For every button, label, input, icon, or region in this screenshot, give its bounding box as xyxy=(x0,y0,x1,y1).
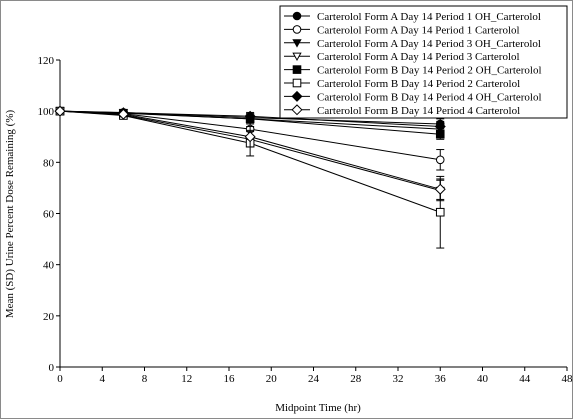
y-tick-label: 100 xyxy=(38,106,55,118)
legend-marker xyxy=(292,52,302,62)
legend-marker xyxy=(292,78,302,88)
legend-marker xyxy=(291,90,303,102)
series-line xyxy=(59,110,441,128)
series-line xyxy=(59,110,441,190)
y-tick-label: 20 xyxy=(43,311,55,323)
x-tick-label: 8 xyxy=(142,373,148,385)
legend-marker xyxy=(292,25,302,34)
legend-box xyxy=(279,5,568,119)
x-tick-label: 48 xyxy=(562,373,573,385)
legend-label: Carterolol Form A Day 14 Period 3 OH_Car… xyxy=(317,38,541,50)
y-tick-label: 80 xyxy=(43,157,55,169)
series-group xyxy=(54,105,446,200)
legend-label: Carterolol Form A Day 14 Period 1 Carter… xyxy=(317,24,520,36)
data-point xyxy=(244,110,256,122)
x-tick-label: 24 xyxy=(308,373,320,385)
data-point xyxy=(117,108,129,120)
x-tick-label: 44 xyxy=(519,373,531,385)
data-point xyxy=(435,207,445,217)
data-point xyxy=(435,155,445,165)
data-point xyxy=(244,131,256,143)
y-tick-label: 60 xyxy=(43,209,55,221)
x-tick-label: 0 xyxy=(57,373,63,385)
x-axis-title: Midpoint Time (hr) xyxy=(275,402,361,414)
data-point xyxy=(434,121,446,133)
y-axis-title: Mean (SD) Urine Percent Dose Remaining (… xyxy=(4,110,16,319)
y-tick-label: 120 xyxy=(38,55,55,67)
legend-marker xyxy=(292,11,302,21)
legend-label: Carterolol Form B Day 14 Period 2 OH_Car… xyxy=(317,65,542,77)
x-tick-label: 4 xyxy=(100,373,106,385)
x-tick-label: 28 xyxy=(350,373,362,385)
legend-marker xyxy=(292,65,302,74)
x-tick-label: 16 xyxy=(224,373,236,385)
x-tick-label: 20 xyxy=(266,373,278,385)
y-tick-label: 0 xyxy=(49,362,55,374)
x-tick-label: 32 xyxy=(393,373,404,385)
x-tick-label: 40 xyxy=(477,373,489,385)
series-layer xyxy=(54,105,446,249)
legend-label: Carterolol Form B Day 14 Period 2 Carter… xyxy=(317,78,520,90)
legend: Carterolol Form A Day 14 Period 1 OH_Car… xyxy=(279,5,568,119)
legend-marker xyxy=(291,104,303,116)
data-point xyxy=(434,183,446,195)
y-tick-label: 40 xyxy=(43,260,55,272)
x-tick-label: 36 xyxy=(435,373,447,385)
legend-label: Carterolol Form A Day 14 Period 1 OH_Car… xyxy=(317,11,541,23)
legend-label: Carterolol Form B Day 14 Period 4 OH_Car… xyxy=(317,91,542,103)
x-tick-label: 12 xyxy=(181,373,192,385)
series-line xyxy=(59,110,441,213)
legend-label: Carterolol Form A Day 14 Period 3 Carter… xyxy=(317,51,520,63)
legend-label: Carterolol Form B Day 14 Period 4 Carter… xyxy=(317,105,520,117)
legend-marker xyxy=(292,39,302,48)
data-point xyxy=(54,105,66,117)
